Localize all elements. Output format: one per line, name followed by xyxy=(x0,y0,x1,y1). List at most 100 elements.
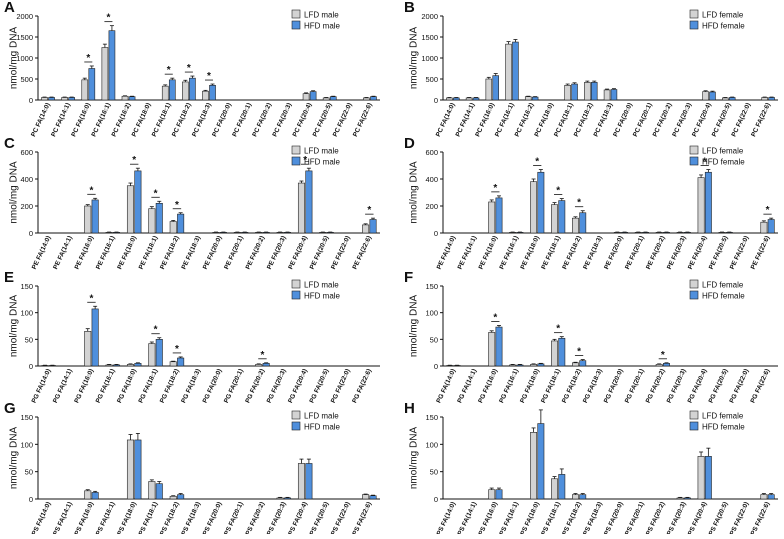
y-tick-label: 50 xyxy=(25,468,33,477)
y-tick-label: 100 xyxy=(20,440,33,449)
category-label: PE FA(22:6) xyxy=(352,235,374,271)
legend-swatch-lfd xyxy=(291,9,301,19)
category-label: PG FA(22:6) xyxy=(749,368,771,404)
category-label: PG FA(22:6) xyxy=(351,368,373,404)
bar-hfd xyxy=(134,170,142,234)
legend-label: LFD male xyxy=(304,412,339,421)
category-label: PE FA(20:3) xyxy=(266,235,288,271)
panel-letter: B xyxy=(404,0,415,16)
bar-lfd xyxy=(297,182,305,234)
bar-lfd xyxy=(485,78,493,101)
significance-star: * xyxy=(577,198,581,209)
y-tick-label: 150 xyxy=(20,413,33,422)
bar-hfd xyxy=(177,213,185,234)
category-label: PS FA(22:0) xyxy=(729,501,751,534)
category-label: PS FA(20:0) xyxy=(202,501,224,534)
bar-hfd xyxy=(767,494,775,500)
y-tick-label: 400 xyxy=(20,175,33,184)
y-tick-label: 1500 xyxy=(16,33,33,42)
category-label: PG FA(20:5) xyxy=(308,368,330,404)
bar-lfd xyxy=(182,81,189,101)
bar-hfd xyxy=(309,91,317,101)
y-tick-label: 0 xyxy=(29,362,33,371)
y-axis-label: nmol/mg DNA xyxy=(408,295,419,358)
category-label: PE FA(18:1) xyxy=(540,235,562,271)
bar-hfd xyxy=(704,171,712,234)
bar-hfd xyxy=(155,483,163,500)
category-label: PG FA(18:2) xyxy=(159,368,181,404)
panel-letter: F xyxy=(404,269,413,286)
bar-lfd xyxy=(126,439,134,500)
bar-hfd xyxy=(189,77,196,101)
category-label: PS FA(14:0) xyxy=(436,501,458,534)
category-label: PE FA(16:0) xyxy=(478,235,500,271)
category-label: PC FA(20:5) xyxy=(312,102,334,138)
significance-star: * xyxy=(207,71,211,82)
y-axis-label: nmol/mg DNA xyxy=(8,295,19,358)
y-tick-label: 100 xyxy=(425,309,438,318)
category-label: PS FA(16:1) xyxy=(95,501,117,534)
bar-lfd xyxy=(697,177,705,234)
legend-label: HFD female xyxy=(702,158,745,167)
bar-hfd xyxy=(610,89,618,101)
bar-hfd xyxy=(558,200,566,234)
category-label: PG FA(20:4) xyxy=(687,368,709,404)
legend-swatch-hfd xyxy=(291,20,301,30)
category-label: PG FA(16:0) xyxy=(477,368,499,404)
y-tick-label: 600 xyxy=(20,148,33,157)
bar-lfd xyxy=(722,97,729,101)
category-label: PS FA(18:0) xyxy=(519,501,541,534)
bar-lfd xyxy=(202,90,209,101)
bar-lfd xyxy=(302,93,310,101)
bar-hfd xyxy=(453,97,460,101)
bar-hfd xyxy=(516,364,524,367)
category-label: PC FA(18:3) xyxy=(191,102,213,138)
category-label: PC FA(20:0) xyxy=(211,102,233,138)
y-tick-label: 0 xyxy=(434,229,438,238)
bar-lfd xyxy=(551,340,558,367)
bar-hfd xyxy=(305,170,313,234)
y-axis-label: nmol/mg DNA xyxy=(8,27,19,90)
bar-lfd xyxy=(169,221,177,234)
category-label: PE FA(18:3) xyxy=(181,235,203,271)
bar-lfd xyxy=(551,204,558,234)
category-label: PC FA(20:3) xyxy=(671,102,693,138)
category-label: PS FA(22:6) xyxy=(750,501,772,534)
bar-lfd xyxy=(488,332,496,367)
bar-hfd xyxy=(128,96,136,101)
y-tick-label: 150 xyxy=(20,282,33,291)
category-label: PE FA(14:0) xyxy=(436,235,458,271)
bar-hfd xyxy=(134,439,142,500)
bar-hfd xyxy=(177,494,185,500)
bar-lfd xyxy=(603,89,611,101)
category-label: PE FA(18:0) xyxy=(116,235,138,271)
bar-hfd xyxy=(663,363,670,367)
bar-hfd xyxy=(768,97,775,101)
legend-swatch-hfd xyxy=(291,421,301,431)
bar-lfd xyxy=(760,221,768,234)
y-tick-label: 200 xyxy=(20,202,33,211)
significance-star: * xyxy=(89,293,93,304)
y-axis-label: nmol/mg DNA xyxy=(408,161,419,224)
bar-lfd xyxy=(446,97,453,101)
category-label: PE FA(14:1) xyxy=(457,235,479,271)
legend-label: LFD female xyxy=(702,281,744,290)
bar-lfd xyxy=(362,224,370,234)
category-label: PC FA(20:2) xyxy=(652,102,674,138)
bar-lfd xyxy=(84,205,92,234)
category-label: PC FA(14:1) xyxy=(50,102,72,138)
bar-hfd xyxy=(558,474,566,500)
bar-lfd xyxy=(530,432,538,500)
category-label: PS FA(14:1) xyxy=(457,501,479,534)
category-label: PE FA(20:5) xyxy=(708,235,730,271)
bar-hfd xyxy=(134,363,142,367)
bar-hfd xyxy=(168,79,176,101)
category-label: PC FA(20:4) xyxy=(691,102,713,138)
category-label: PG FA(16:1) xyxy=(95,368,117,404)
category-label: PS FA(16:0) xyxy=(74,501,96,534)
